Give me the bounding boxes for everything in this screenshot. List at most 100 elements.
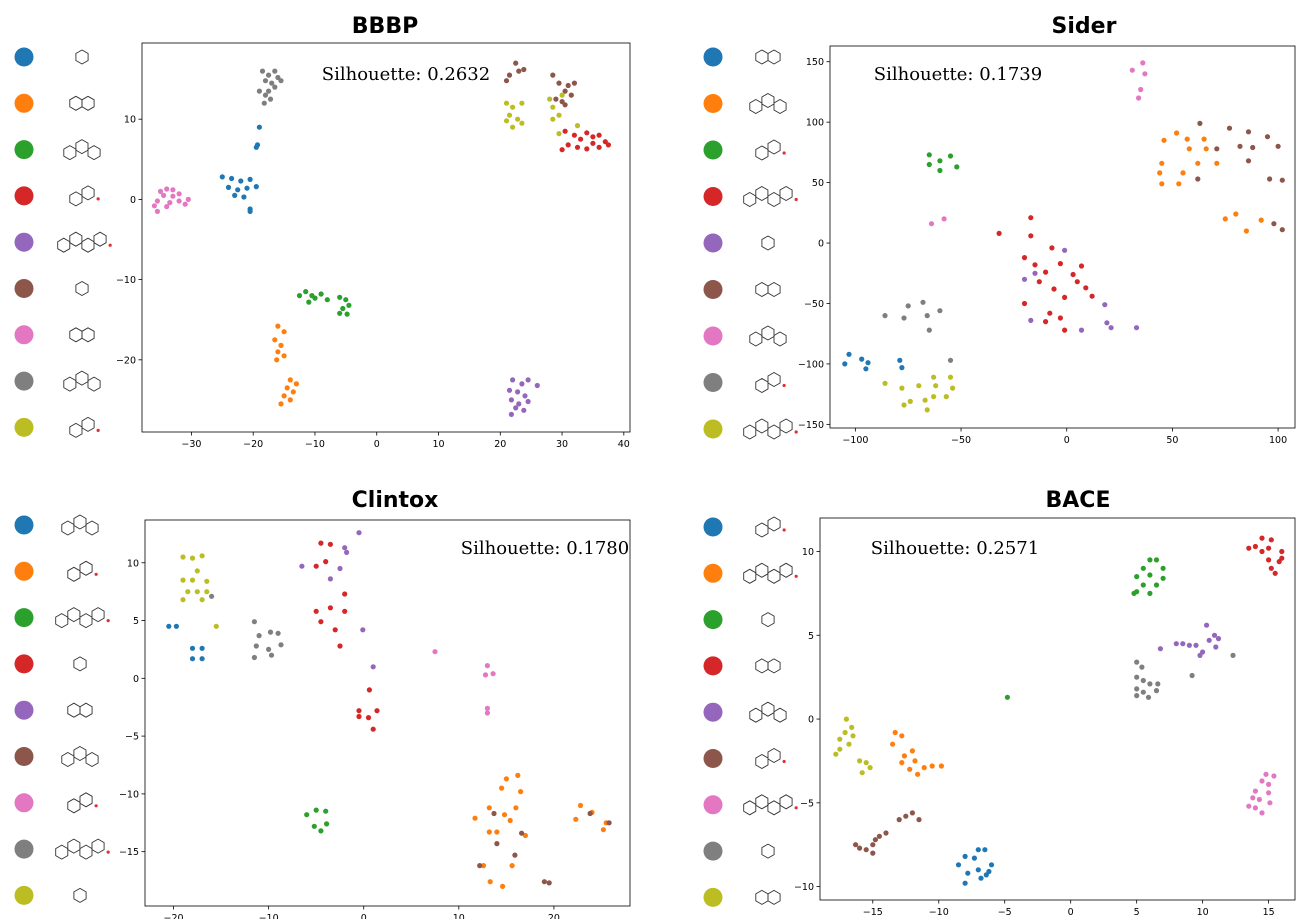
sulfone-amine-structure-icon xyxy=(755,747,786,770)
data-point-cluster-5 xyxy=(903,813,909,819)
data-point-cluster-3 xyxy=(1047,310,1053,316)
data-point-cluster-5 xyxy=(1214,146,1220,152)
data-point-cluster-3 xyxy=(1032,262,1038,268)
data-point-cluster-4 xyxy=(1197,652,1203,658)
data-point-cluster-3 xyxy=(1021,300,1028,307)
data-point-cluster-8 xyxy=(199,597,205,603)
data-point-cluster-1 xyxy=(500,883,506,889)
data-point-cluster-4 xyxy=(509,377,516,383)
x-tick-label: 10 xyxy=(453,913,465,919)
data-point-cluster-5 xyxy=(521,66,527,73)
data-point-cluster-8 xyxy=(503,118,510,124)
steroid-ketone-structure-icon xyxy=(69,185,100,207)
data-point-cluster-8 xyxy=(550,104,556,110)
x-tick-label: −10 xyxy=(259,913,279,919)
data-point-cluster-1 xyxy=(1258,217,1264,223)
data-point-cluster-3 xyxy=(605,142,612,148)
diphenylmethane-structure-icon xyxy=(69,327,95,343)
data-point-cluster-0 xyxy=(859,356,865,362)
data-point-cluster-7 xyxy=(251,619,257,625)
x-tick-label: 20 xyxy=(494,439,506,450)
data-point-cluster-3 xyxy=(996,230,1002,236)
chart-title: Sider xyxy=(1052,14,1117,39)
data-point-cluster-8 xyxy=(189,555,196,561)
data-point-cluster-4 xyxy=(1157,646,1163,652)
data-point-cluster-6 xyxy=(1136,95,1142,101)
data-point-cluster-0 xyxy=(256,124,262,130)
data-point-cluster-1 xyxy=(293,381,299,387)
data-point-cluster-0 xyxy=(846,351,852,357)
data-point-cluster-6 xyxy=(484,710,490,716)
data-point-cluster-8 xyxy=(189,577,196,583)
data-point-cluster-6 xyxy=(1250,795,1256,801)
legend-swatch-cluster-1 xyxy=(14,561,34,581)
x-tick-label: 100 xyxy=(1269,435,1287,446)
data-point-cluster-8 xyxy=(863,760,869,766)
data-point-cluster-5 xyxy=(1245,129,1252,135)
data-point-cluster-5 xyxy=(571,80,578,86)
legend-swatch-cluster-4 xyxy=(14,700,34,720)
data-point-cluster-8 xyxy=(899,385,905,391)
legend-swatch-cluster-2 xyxy=(14,608,34,628)
y-tick-label: −15 xyxy=(119,847,139,858)
data-point-cluster-8 xyxy=(849,724,855,730)
legend-swatch-cluster-7 xyxy=(703,841,723,861)
data-point-cluster-8 xyxy=(506,112,513,118)
data-point-cluster-1 xyxy=(494,829,500,835)
data-point-cluster-3 xyxy=(1051,286,1057,292)
data-point-cluster-3 xyxy=(1246,545,1252,551)
data-point-cluster-1 xyxy=(899,733,905,739)
data-point-cluster-0 xyxy=(865,360,871,366)
chart-title: BACE xyxy=(1046,488,1111,513)
data-point-cluster-2 xyxy=(304,812,310,818)
data-point-cluster-7 xyxy=(268,652,275,658)
aminoalkyl-chain-structure-icon xyxy=(755,516,786,538)
data-point-cluster-1 xyxy=(577,802,584,809)
data-point-cluster-5 xyxy=(916,817,922,823)
data-point-cluster-7 xyxy=(901,315,907,321)
data-point-cluster-7 xyxy=(1145,694,1152,700)
data-point-cluster-3 xyxy=(1268,565,1274,571)
data-point-cluster-5 xyxy=(491,810,497,817)
data-point-cluster-4 xyxy=(516,401,522,407)
x-tick-label: 0 xyxy=(361,913,367,919)
data-point-cluster-6 xyxy=(164,186,170,192)
data-point-cluster-5 xyxy=(883,830,889,836)
data-point-cluster-0 xyxy=(166,623,172,629)
data-point-cluster-8 xyxy=(194,568,200,574)
data-point-cluster-4 xyxy=(534,382,540,389)
data-point-cluster-7 xyxy=(1153,688,1160,694)
data-point-cluster-5 xyxy=(519,830,525,836)
data-point-cluster-7 xyxy=(267,96,274,102)
data-point-cluster-2 xyxy=(1147,590,1153,596)
data-point-cluster-1 xyxy=(275,349,281,355)
data-point-cluster-6 xyxy=(928,221,935,227)
data-point-cluster-3 xyxy=(1070,271,1076,278)
data-point-cluster-2 xyxy=(926,152,932,158)
epoxide-structure-icon xyxy=(749,325,787,347)
data-point-cluster-0 xyxy=(229,175,235,182)
data-point-cluster-4 xyxy=(1021,276,1028,282)
legend-swatch-cluster-8 xyxy=(14,885,34,905)
data-point-cluster-8 xyxy=(199,553,205,559)
data-point-cluster-3 xyxy=(318,619,324,625)
y-tick-label: 100 xyxy=(806,118,824,129)
data-point-cluster-5 xyxy=(870,842,876,848)
data-point-cluster-3 xyxy=(584,130,590,136)
data-point-cluster-4 xyxy=(525,398,531,405)
data-point-cluster-6 xyxy=(482,672,489,678)
purine-nucleoside-structure-icon xyxy=(755,139,786,161)
data-point-cluster-8 xyxy=(574,123,581,129)
data-point-cluster-3 xyxy=(342,608,348,614)
data-point-cluster-0 xyxy=(988,862,995,868)
data-point-cluster-6 xyxy=(1266,781,1272,787)
data-point-cluster-2 xyxy=(1147,557,1153,563)
spiro-amine-structure-icon xyxy=(743,562,798,584)
data-point-cluster-1 xyxy=(1233,211,1239,217)
data-point-cluster-8 xyxy=(916,383,922,389)
data-point-cluster-3 xyxy=(596,132,602,138)
data-point-cluster-6 xyxy=(1142,71,1148,77)
data-point-cluster-2 xyxy=(318,828,324,834)
data-point-cluster-5 xyxy=(1226,125,1233,131)
silhouette-annotation: Silhouette: 0.2632 xyxy=(322,64,490,85)
